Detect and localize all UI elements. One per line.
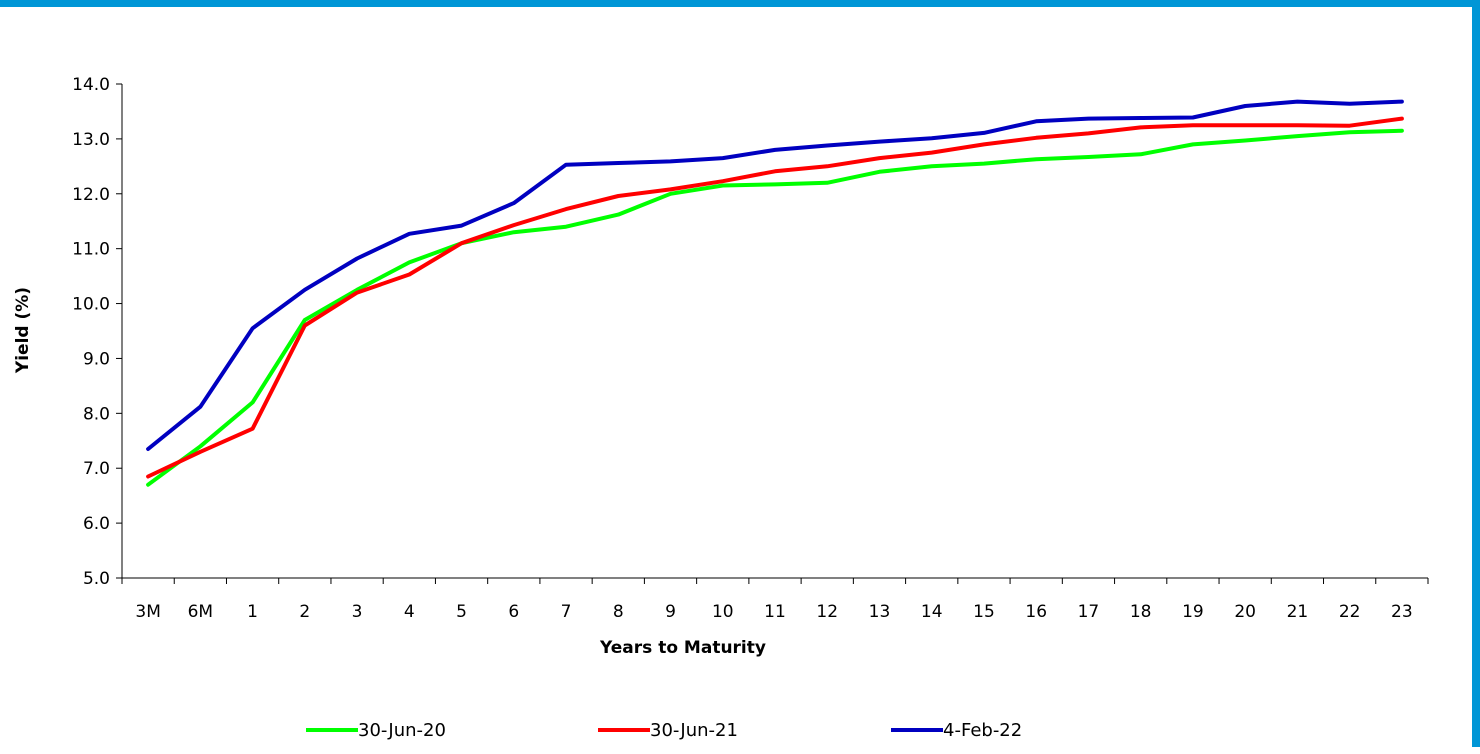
x-axis-title: Years to Maturity — [599, 638, 766, 658]
y-tick-label: 12.0 — [72, 185, 110, 205]
x-tick-label: 4 — [404, 602, 415, 622]
x-tick-label: 13 — [869, 602, 891, 622]
x-tick-label: 3 — [352, 602, 363, 622]
x-tick-label: 9 — [665, 602, 676, 622]
x-tick-label: 6M — [188, 602, 213, 622]
legend-label: 30-Jun-20 — [358, 720, 446, 741]
y-tick-label: 14.0 — [72, 75, 110, 95]
series-lines — [146, 99, 1404, 487]
x-tick-label: 14 — [921, 602, 943, 622]
x-tick-label: 17 — [1078, 602, 1100, 622]
x-tick-label: 21 — [1287, 602, 1309, 622]
x-tick-label: 12 — [816, 602, 838, 622]
series-line-2 — [146, 116, 1404, 479]
y-axis-title: Yield (%) — [13, 287, 33, 374]
x-tick-label: 15 — [973, 602, 995, 622]
x-tick-label: 2 — [299, 602, 310, 622]
y-tick-label: 6.0 — [83, 514, 110, 534]
legend-label: 30-Jun-21 — [650, 720, 738, 741]
x-tick-label: 5 — [456, 602, 467, 622]
x-tick-label: 20 — [1234, 602, 1256, 622]
x-tick-label: 19 — [1182, 602, 1204, 622]
x-tick-label: 8 — [613, 602, 624, 622]
x-tick-label: 18 — [1130, 602, 1152, 622]
y-tick-label: 5.0 — [83, 569, 110, 589]
legend-item-1: 30-Jun-20 — [306, 720, 446, 741]
y-tick-label: 9.0 — [83, 349, 110, 369]
x-tick-label: 3M — [135, 602, 160, 622]
axes: 5.0 6.0 7.0 8.0 9.0 10.0 11.0 12.0 13.0 14.0 3M 6M 1… — [72, 75, 1429, 622]
y-tick-label: 11.0 — [72, 240, 110, 260]
y-tick-label: 13.0 — [72, 130, 110, 150]
legend-item-2: 30-Jun-21 — [598, 720, 738, 741]
x-tick-label: 7 — [561, 602, 572, 622]
x-tick-label: 16 — [1025, 602, 1047, 622]
legend-item-3: 4-Feb-22 — [891, 720, 1022, 741]
x-tick-label: 22 — [1339, 602, 1361, 622]
y-tick-label: 8.0 — [83, 404, 110, 424]
x-tick-label: 23 — [1391, 602, 1413, 622]
series-line-1 — [146, 128, 1404, 487]
legend: 30-Jun-20 30-Jun-21 4-Feb-22 — [306, 720, 1022, 741]
y-tick-label: 10.0 — [72, 295, 110, 315]
x-tick-label: 10 — [712, 602, 734, 622]
yield-curve-chart: 5.0 6.0 7.0 8.0 9.0 10.0 11.0 12.0 13.0 14.0 3M 6M 1… — [13, 75, 1429, 741]
y-tick-label: 7.0 — [83, 459, 110, 479]
x-tick-label: 1 — [247, 602, 258, 622]
legend-label: 4-Feb-22 — [943, 720, 1022, 741]
x-tick-label: 6 — [508, 602, 519, 622]
series-line-3 — [146, 99, 1404, 451]
x-tick-label: 11 — [764, 602, 786, 622]
